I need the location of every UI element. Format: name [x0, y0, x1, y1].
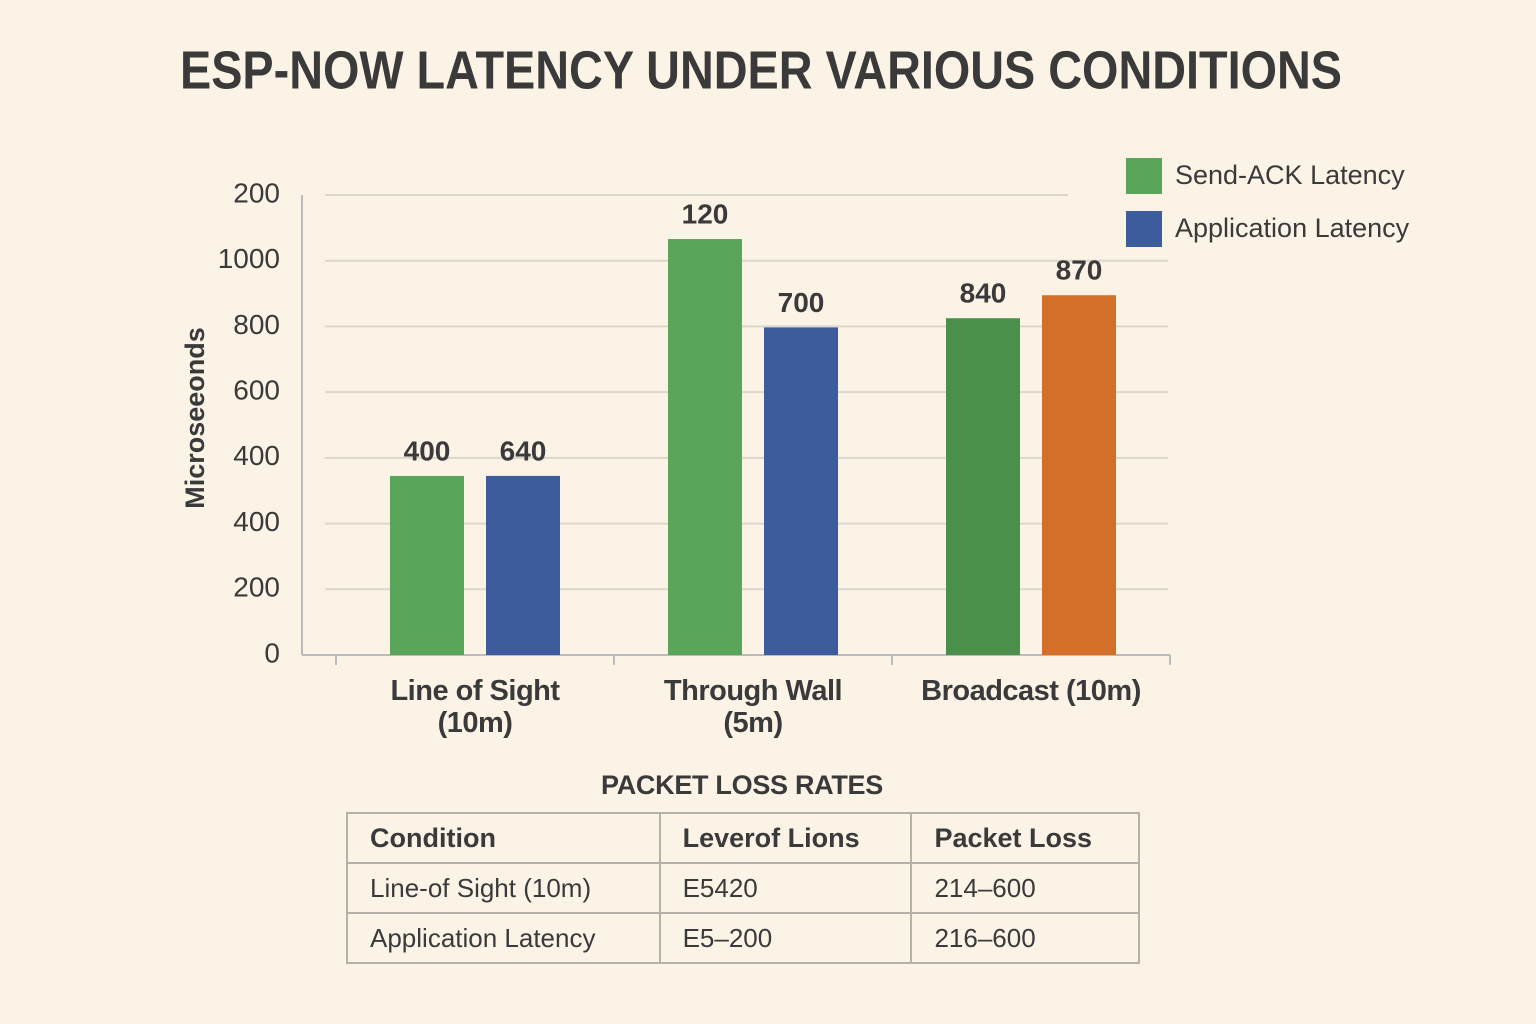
x-tick-label: Broadcast (10m)	[921, 675, 1141, 707]
y-tick-label: 400	[233, 440, 280, 471]
legend-label: Send-ACK Latency	[1175, 160, 1405, 190]
bar	[390, 475, 464, 655]
data-label: 700	[778, 287, 825, 318]
chart-title: ESP-NOW LATENCY UNDER VARIOUS CONDITIONS	[180, 40, 1342, 100]
y-tick-label: 800	[233, 309, 280, 340]
table-cell: Application Latency	[346, 912, 661, 964]
packet-loss-table: Condition Leverof Lions Packet Loss Line-of…	[346, 812, 1140, 964]
x-tick-label: Through Wall (5m)	[663, 675, 843, 739]
table-header-cell: Condition	[346, 812, 661, 864]
table-header-cell: Leverof Lions	[658, 812, 913, 864]
y-axis-label: Microseeonds	[180, 327, 210, 509]
data-label: 120	[682, 198, 729, 229]
x-tick-label: Line of Sight (10m)	[390, 675, 560, 739]
y-tick-label: 200	[233, 572, 280, 603]
table-cell: E5420	[658, 862, 913, 914]
bar	[668, 239, 742, 655]
data-label: 840	[960, 278, 1007, 309]
legend-swatch	[1126, 211, 1162, 247]
table-header-row: Condition Leverof Lions Packet Loss	[346, 812, 1140, 864]
y-tick-label: 0	[264, 637, 280, 668]
bar	[946, 318, 1020, 655]
table-header-cell: Packet Loss	[910, 812, 1140, 864]
table-cell: E5–200	[658, 912, 913, 964]
table-row: Application Latency E5–200 216–600	[346, 912, 1140, 964]
bar	[486, 475, 560, 655]
y-tick-label: 1000	[218, 243, 280, 274]
y-tick-label: 400	[233, 506, 280, 537]
legend-swatch	[1126, 158, 1162, 194]
table-title: PACKET LOSS RATES	[601, 770, 883, 800]
bar	[764, 327, 838, 655]
y-tick-label: 600	[233, 375, 280, 406]
data-label: 640	[500, 435, 547, 466]
table-cell: 216–600	[910, 912, 1140, 964]
data-label: 870	[1056, 255, 1103, 286]
y-tick-label: 200	[233, 177, 280, 208]
legend-label: Application Latency	[1175, 213, 1410, 243]
table-row: Line-of Sight (10m) E5420 214–600	[346, 862, 1140, 914]
table-cell: 214–600	[910, 862, 1140, 914]
table-cell: Line-of Sight (10m)	[346, 862, 661, 914]
bar	[1042, 295, 1116, 655]
data-label: 400	[404, 435, 451, 466]
